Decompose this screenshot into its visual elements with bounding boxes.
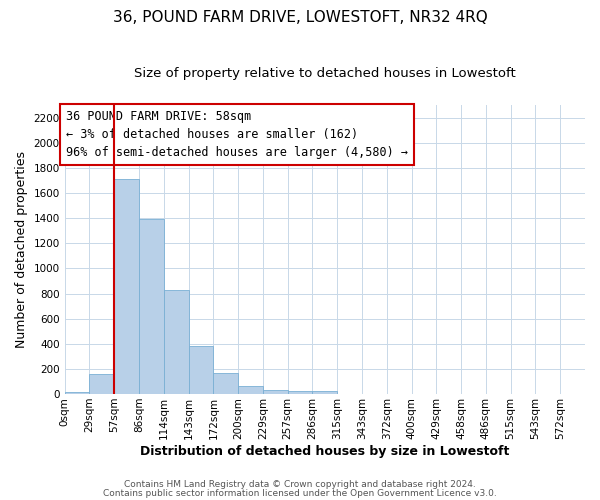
Bar [313,391,337,394]
Text: Contains HM Land Registry data © Crown copyright and database right 2024.: Contains HM Land Registry data © Crown c… [124,480,476,489]
Bar [287,391,313,394]
Bar [164,290,188,394]
Bar [139,219,164,394]
Bar [114,180,139,394]
Bar [65,392,89,394]
Bar [89,374,114,394]
Text: 36, POUND FARM DRIVE, LOWESTOFT, NR32 4RQ: 36, POUND FARM DRIVE, LOWESTOFT, NR32 4R… [113,10,487,25]
Y-axis label: Number of detached properties: Number of detached properties [15,151,28,348]
Bar [188,346,214,394]
Text: 36 POUND FARM DRIVE: 58sqm
← 3% of detached houses are smaller (162)
96% of semi: 36 POUND FARM DRIVE: 58sqm ← 3% of detac… [67,110,409,160]
Bar [263,390,287,394]
Bar [238,386,263,394]
Bar [214,374,238,394]
X-axis label: Distribution of detached houses by size in Lowestoft: Distribution of detached houses by size … [140,444,509,458]
Title: Size of property relative to detached houses in Lowestoft: Size of property relative to detached ho… [134,68,516,80]
Text: Contains public sector information licensed under the Open Government Licence v3: Contains public sector information licen… [103,488,497,498]
